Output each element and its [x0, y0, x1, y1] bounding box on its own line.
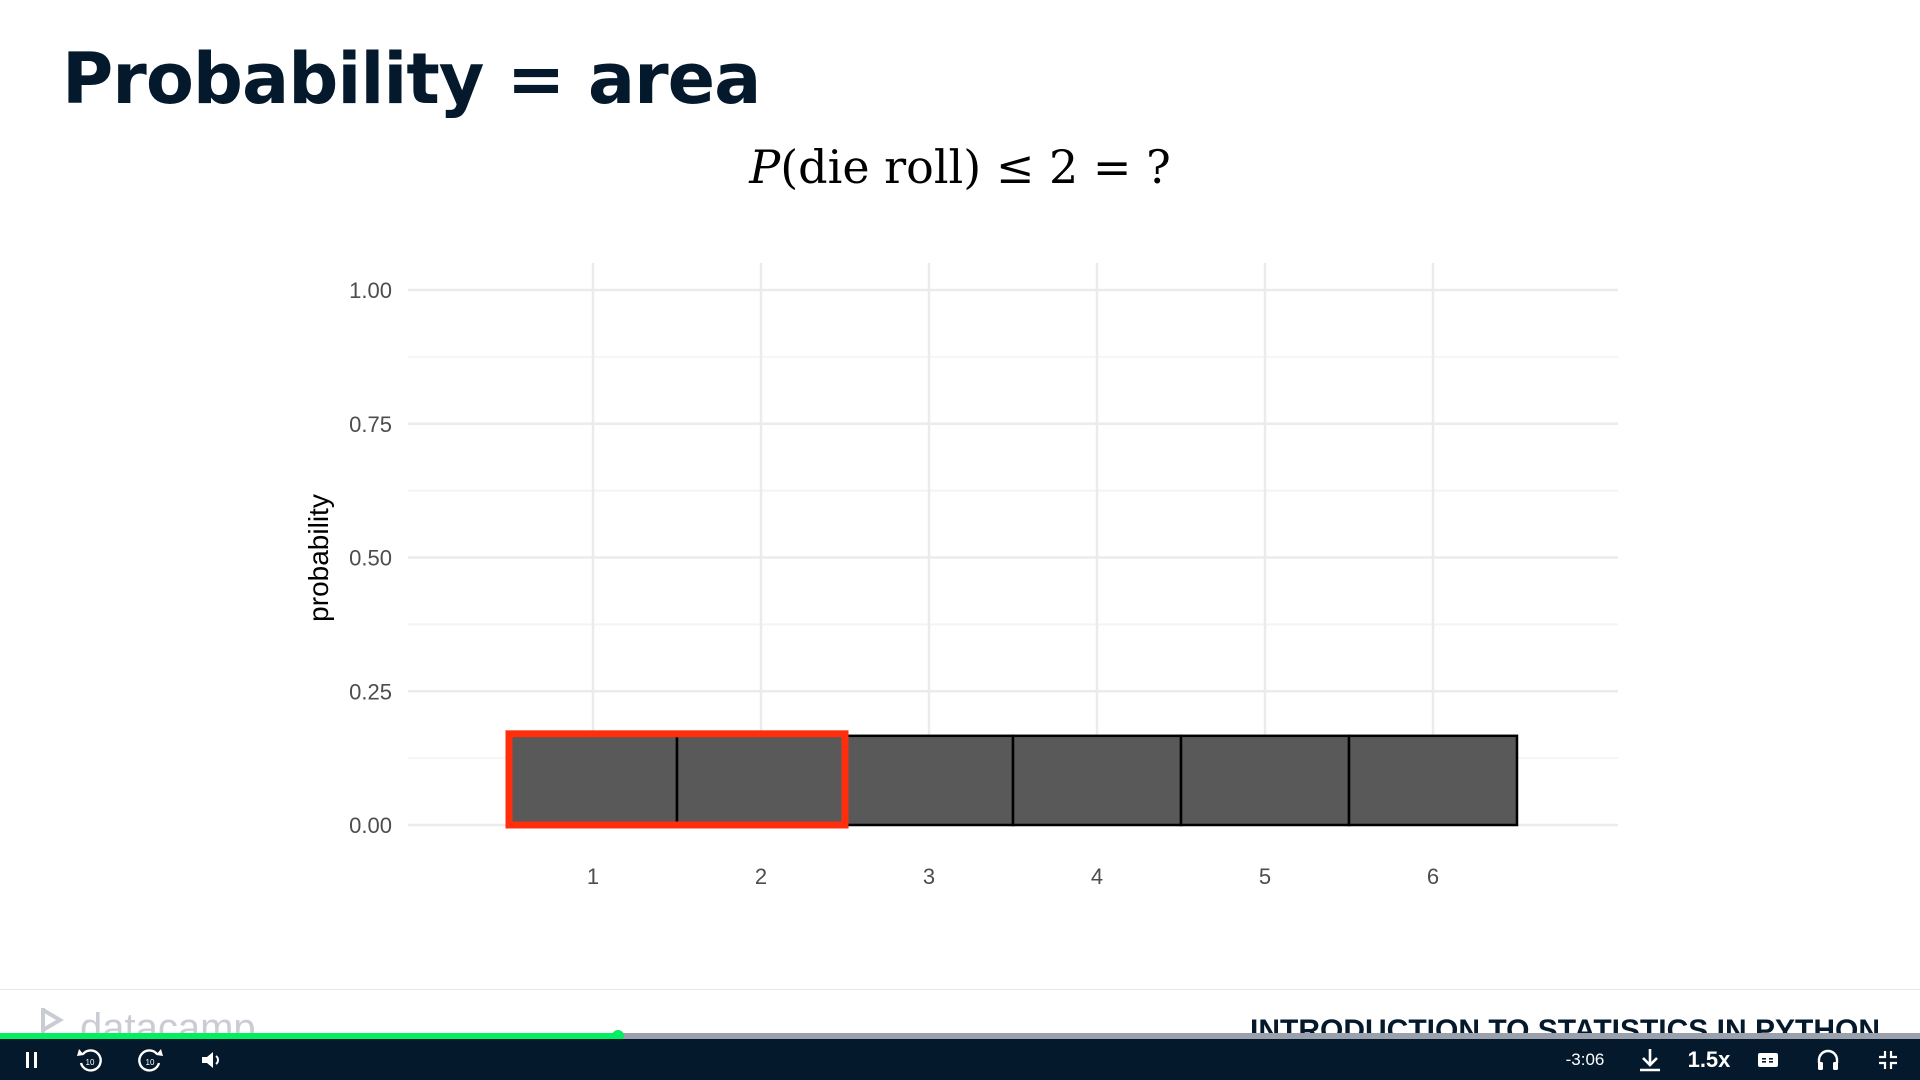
- progress-bar[interactable]: [0, 1033, 1920, 1039]
- forward-10-label: 10: [146, 1058, 155, 1067]
- audio-only-button[interactable]: [1812, 1039, 1844, 1080]
- formula: P(die roll) ≤ 2 = ?: [0, 140, 1920, 194]
- pause-icon: [26, 1051, 37, 1068]
- formula-arg: die roll: [798, 140, 964, 194]
- formula-p: P: [749, 140, 781, 194]
- forward-10-icon: 10: [138, 1048, 163, 1072]
- y-tick-label: 0.00: [349, 813, 392, 838]
- formula-open: (: [780, 140, 799, 194]
- formula-close: ): [963, 140, 982, 194]
- bar-1: [507, 734, 679, 827]
- bar-5: [1179, 734, 1351, 827]
- bar-3: [843, 734, 1015, 827]
- volume-icon: [202, 1051, 219, 1068]
- x-tick-label: 6: [1427, 864, 1439, 889]
- rewind-10-label: 10: [86, 1058, 95, 1067]
- download-button[interactable]: [1634, 1039, 1666, 1080]
- bar-6: [1347, 734, 1519, 827]
- captions-button[interactable]: [1752, 1039, 1784, 1080]
- y-tick-label: 0.75: [349, 412, 392, 437]
- pause-button[interactable]: [14, 1039, 50, 1080]
- captions-icon: [1758, 1052, 1778, 1067]
- y-axis-label: probability: [303, 494, 334, 622]
- forward-10-button[interactable]: 10: [132, 1039, 168, 1080]
- x-tick-label: 5: [1259, 864, 1271, 889]
- y-tick-label: 1.00: [349, 278, 392, 303]
- x-tick-label: 3: [923, 864, 935, 889]
- x-tick-label: 4: [1091, 864, 1103, 889]
- datacamp-logo-text: datacamp: [80, 1006, 256, 1036]
- datacamp-logo: datacamp: [40, 1006, 256, 1036]
- formula-rest: ≤ 2 = ?: [981, 140, 1171, 194]
- probability-bar-chart: 0.00 0.25 0.50 0.75 1.00 1 2 3 4 5 6 probability: [303, 263, 1618, 889]
- footer-divider: [0, 989, 1920, 990]
- headphones-icon: [1817, 1049, 1839, 1070]
- slide-title: Probability = area: [62, 38, 761, 120]
- y-tick-label: 0.50: [349, 546, 392, 571]
- progress-fill: [0, 1033, 619, 1039]
- course-name: INTRODUCTION TO STATISTICS IN PYTHON: [1250, 1014, 1880, 1036]
- datacamp-logo-icon: [40, 1006, 74, 1036]
- rewind-10-icon: 10: [77, 1048, 102, 1072]
- volume-button[interactable]: [194, 1039, 230, 1080]
- x-tick-label: 2: [755, 864, 767, 889]
- player-controls: 10 10 -3:06 1.5x: [0, 1039, 1920, 1080]
- time-remaining: -3:06: [1565, 1049, 1605, 1069]
- highlight-outline: [505, 730, 849, 829]
- x-tick-label: 1: [587, 864, 599, 889]
- bar-2: [675, 734, 847, 827]
- rewind-10-button[interactable]: 10: [72, 1039, 108, 1080]
- exit-fullscreen-icon: [1879, 1050, 1897, 1069]
- playback-speed-button[interactable]: 1.5x: [1687, 1046, 1731, 1072]
- exit-fullscreen-button[interactable]: [1872, 1039, 1904, 1080]
- y-tick-label: 0.25: [349, 679, 392, 704]
- download-icon: [1640, 1048, 1660, 1071]
- bar-4: [1011, 734, 1183, 827]
